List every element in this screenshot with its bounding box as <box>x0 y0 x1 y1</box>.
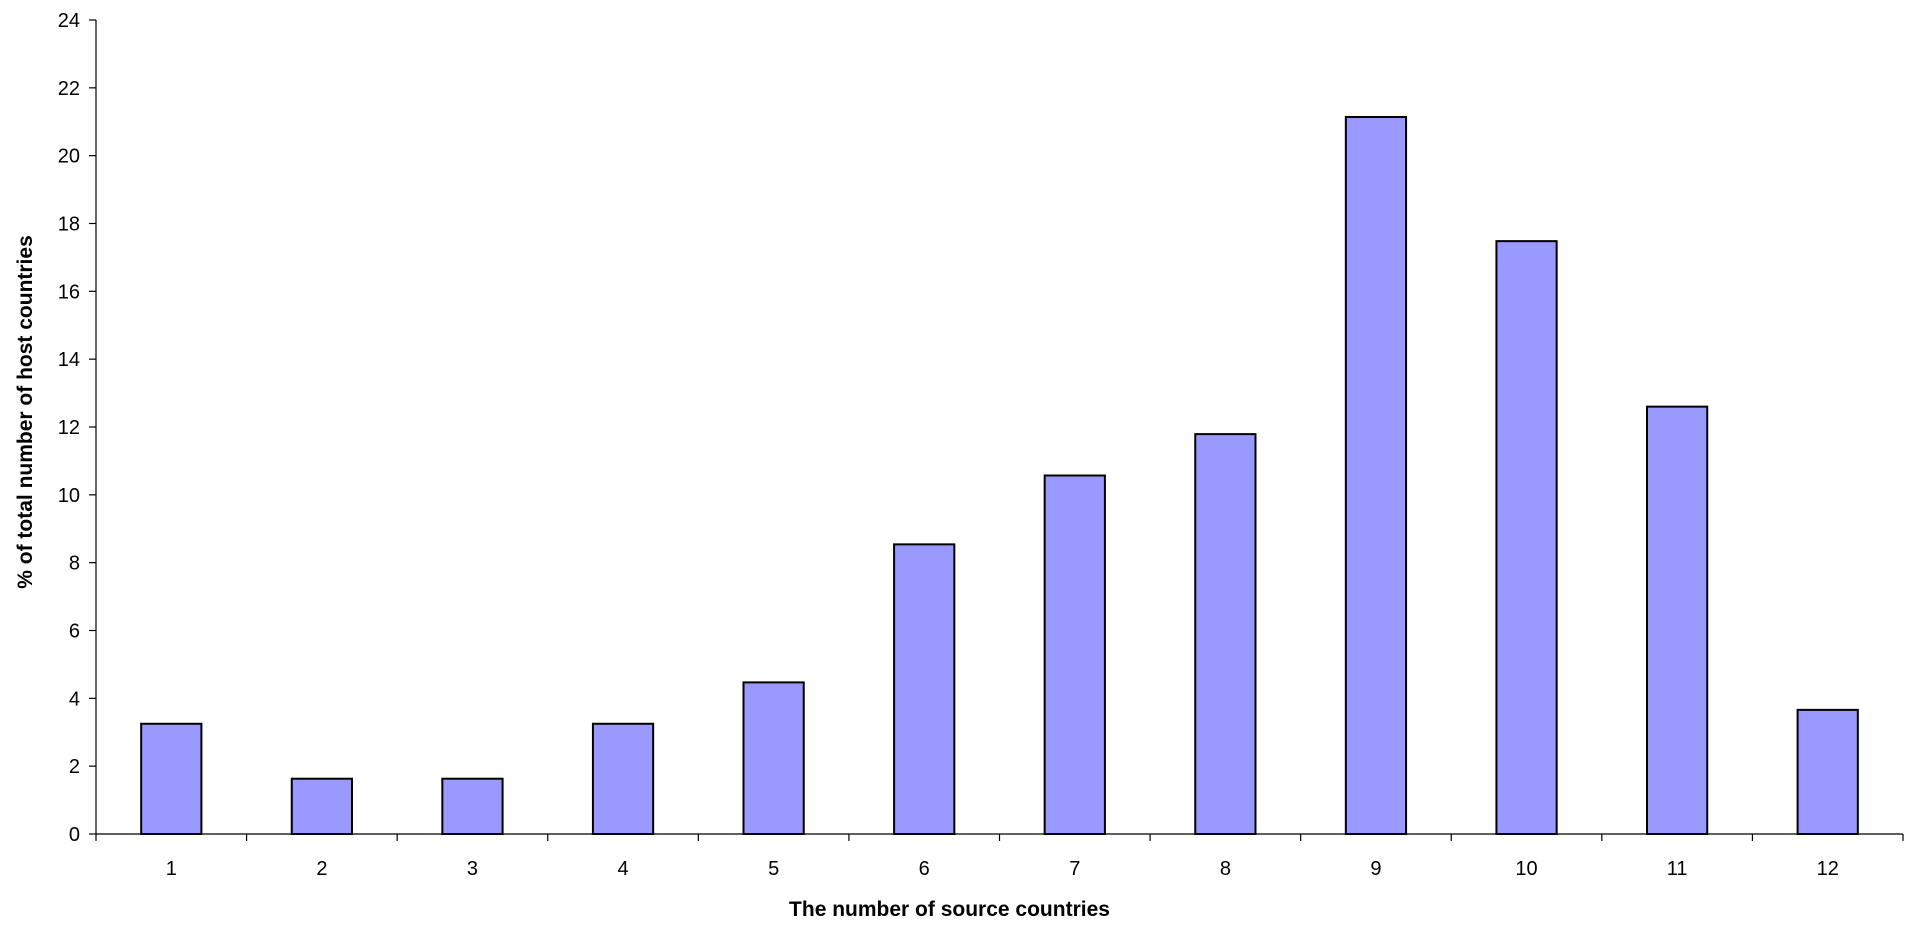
y-tick-label: 10 <box>58 485 80 507</box>
bar-12 <box>1796 708 1859 835</box>
y-tick-label: 6 <box>69 621 80 643</box>
x-tick-label: 5 <box>768 858 779 880</box>
bar-8 <box>1194 433 1257 835</box>
y-tick-label: 22 <box>58 78 80 100</box>
x-tick-label: 3 <box>467 858 478 880</box>
bar-1 <box>140 722 203 835</box>
y-tick-label: 2 <box>69 756 80 778</box>
bar-3 <box>441 777 504 835</box>
y-tick-label: 20 <box>58 146 80 168</box>
y-tick-label: 0 <box>69 824 80 846</box>
bar-9 <box>1344 116 1408 836</box>
x-axis-title: The number of source countries <box>789 898 1110 921</box>
x-tick-label: 11 <box>1667 858 1688 880</box>
x-tick-label: 2 <box>316 858 327 880</box>
bars <box>140 116 1859 836</box>
bar-7 <box>1043 474 1106 835</box>
x-tick-label: 10 <box>1515 858 1537 880</box>
x-tick-label: 4 <box>617 858 628 880</box>
y-tick-label: 16 <box>58 281 80 303</box>
x-tick-label: 6 <box>919 858 930 880</box>
bar-4 <box>591 722 655 835</box>
x-tick-label: 12 <box>1817 858 1839 880</box>
bar-6 <box>893 543 956 836</box>
x-axis-ticks: 1 2 3 4 5 6 7 8 9 10 11 12 <box>95 834 1904 880</box>
x-tick-label: 1 <box>166 858 177 880</box>
y-tick-label: 14 <box>58 349 80 371</box>
bar-11 <box>1646 405 1709 835</box>
bar-5 <box>742 681 805 836</box>
bar-10 <box>1495 240 1558 836</box>
x-tick-label: 7 <box>1069 858 1080 880</box>
y-tick-label: 12 <box>58 417 80 439</box>
y-tick-label: 24 <box>58 10 80 32</box>
y-tick-label: 8 <box>69 553 80 575</box>
y-axis-title: % of total number of host countries <box>14 235 37 589</box>
x-tick-label: 9 <box>1370 858 1381 880</box>
y-tick-label: 18 <box>58 214 80 236</box>
x-tick-label: 8 <box>1220 858 1231 880</box>
bar-2 <box>290 777 353 835</box>
y-tick-label: 4 <box>69 688 80 710</box>
